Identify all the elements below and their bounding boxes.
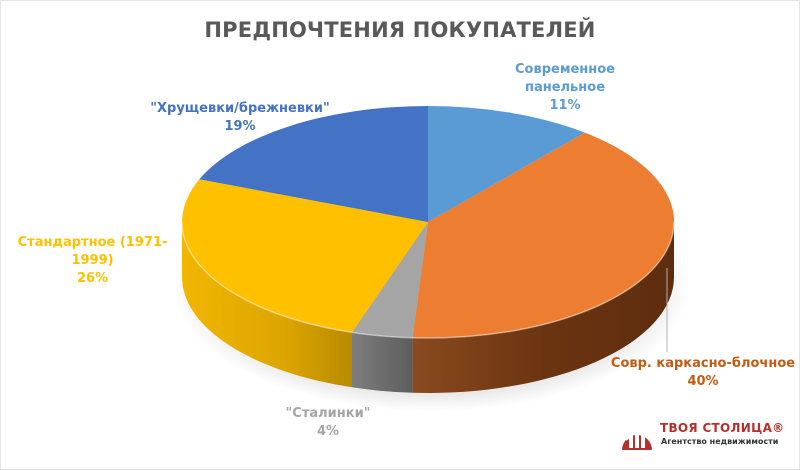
label-khrushchevki-value: 19% [224, 119, 256, 134]
brand-logo: ТВОЯ СТОЛИЦА® Агентство недвижимости [620, 418, 790, 452]
label-modern-panel-name: Современное [515, 62, 615, 77]
label-frame-block-value: 40% [687, 374, 719, 389]
label-frame-block: Совр. каркасно-блочное 40% [608, 355, 798, 391]
label-modern-panel-value: 11% [549, 98, 581, 113]
label-stalinki-name: "Сталинки" [285, 406, 371, 421]
label-khrushchevki: "Хрущевки/брежневки" 19% [140, 100, 340, 136]
label-stalinki-value: 4% [316, 424, 340, 439]
slice-khrushchevki[interactable] [199, 106, 428, 222]
label-stalinki: "Сталинки" 4% [268, 405, 388, 441]
slice-frame-block[interactable] [412, 132, 675, 339]
slice-side-frame-block [412, 222, 674, 394]
label-modern-panel: Современное панельное 11% [500, 61, 630, 115]
slice-side-standard [182, 222, 352, 388]
slice-side-stalinki [352, 332, 413, 393]
brand-name: ТВОЯ СТОЛИЦА® [660, 421, 785, 435]
slice-modern-panel[interactable] [428, 106, 585, 222]
building-icon [622, 427, 652, 450]
label-modern-panel-name-2: панельное [524, 80, 606, 95]
label-standard-name: Стандартное (1971-1999) [17, 235, 168, 268]
slice-stalinki[interactable] [352, 222, 428, 338]
pie-rim-highlight [181, 221, 675, 339]
chart-title: ПРЕДПОЧТЕНИЯ ПОКУПАТЕЛЕЙ [204, 18, 596, 42]
brand-subtitle: Агентство недвижимости [661, 437, 779, 446]
label-standard-value: 26% [76, 271, 109, 286]
label-frame-block-name: Совр. каркасно-блочное [610, 356, 796, 371]
slice-standard[interactable] [182, 179, 428, 333]
label-standard: Стандартное (1971-1999) 26% [0, 234, 185, 288]
label-khrushchevki-name: "Хрущевки/брежневки" [150, 101, 330, 116]
